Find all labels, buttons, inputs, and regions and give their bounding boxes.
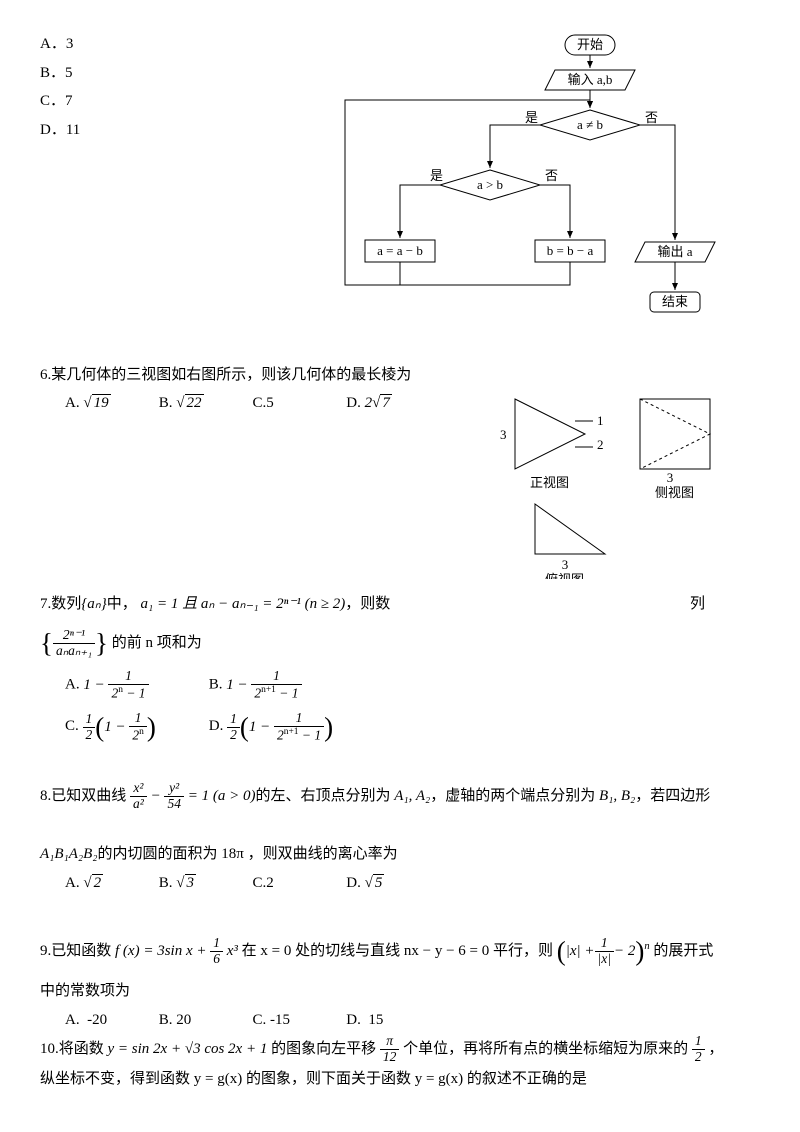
q7-options: A. 1 − 12n − 1 B. 1 − 12n+1 − 1 — [40, 669, 760, 701]
q7-trailing: 列 — [690, 596, 705, 612]
side-label: 侧视图 — [655, 485, 694, 500]
q6-a: A. √19 — [65, 389, 155, 418]
top-label: 俯视图 — [545, 572, 584, 579]
fc-box2: b = b − a — [547, 243, 594, 258]
three-views: 1 2 3 正视图 3 侧视图 3 俯视图 — [485, 389, 755, 590]
front-label: 正视图 — [530, 475, 569, 490]
fc-cond2: a > b — [477, 177, 503, 192]
fc-box1: a = a − b — [377, 243, 423, 258]
fc-input: 输入 a,b — [568, 72, 613, 87]
q6-b: B. √22 — [159, 389, 249, 418]
svg-text:3: 3 — [562, 557, 569, 572]
svg-text:1: 1 — [597, 413, 604, 428]
svg-text:2: 2 — [597, 437, 604, 452]
q9: 9.已知函数 f (x) = 3sin x + 16 x³ 在 x = 0 处的… — [40, 926, 760, 1034]
q6: 6.某几何体的三视图如右图所示，则该几何体的最长棱为 A. √19 B. √22… — [40, 361, 760, 590]
q6-d: D. 2√7 — [346, 389, 436, 418]
fc-cond1: a ≠ b — [577, 117, 603, 132]
q8: 8.已知双曲线 x²a² − y²54 = 1 (a > 0)的左、右顶点分别为… — [40, 781, 760, 897]
q6-c: C.5 — [253, 389, 343, 418]
opt-b: B．5 — [40, 59, 190, 88]
opt-c: C．7 — [40, 87, 190, 116]
fc-yes2: 是 — [430, 168, 443, 183]
q10: 10.将函数 y = sin 2x + √3 cos 2x + 1 的图象向左平… — [40, 1034, 760, 1093]
opt-d: D．11 — [40, 116, 190, 145]
flowchart: 开始 输入 a,b a ≠ b 是 否 输出 a 结束 a > b 是 否 — [340, 30, 760, 361]
svg-text:3: 3 — [500, 427, 507, 442]
svg-text:3: 3 — [667, 470, 674, 485]
q9-options: A. -20 B. 20 C. -15 D. 15 — [40, 1006, 760, 1035]
fc-start: 开始 — [577, 37, 603, 52]
fc-no2: 否 — [545, 168, 558, 183]
q7: 7.数列{aₙ}中， a₁ = 1 且 aₙ − aₙ₋₁ = 2ⁿ⁻¹ (n … — [40, 590, 760, 753]
opt-a: A．3 — [40, 30, 190, 59]
q6-stem: 6.某几何体的三视图如右图所示，则该几何体的最长棱为 — [40, 361, 760, 390]
q8-options: A. √2 B. √3 C.2 D. √5 — [40, 869, 760, 898]
q6-options: A. √19 B. √22 C.5 D. 2√7 — [40, 389, 485, 418]
fc-yes1: 是 — [525, 110, 538, 125]
q7-eq: a₁ = 1 且 aₙ − aₙ₋₁ = 2ⁿ⁻¹ (n ≥ 2) — [141, 596, 346, 612]
fc-end: 结束 — [662, 294, 688, 309]
fc-no1: 否 — [645, 110, 658, 125]
fc-output: 输出 a — [657, 244, 692, 259]
q5-row: A．3 B．5 C．7 D．11 开始 输入 a,b a ≠ b — [40, 30, 760, 361]
q5-options: A．3 B．5 C．7 D．11 — [40, 30, 340, 144]
